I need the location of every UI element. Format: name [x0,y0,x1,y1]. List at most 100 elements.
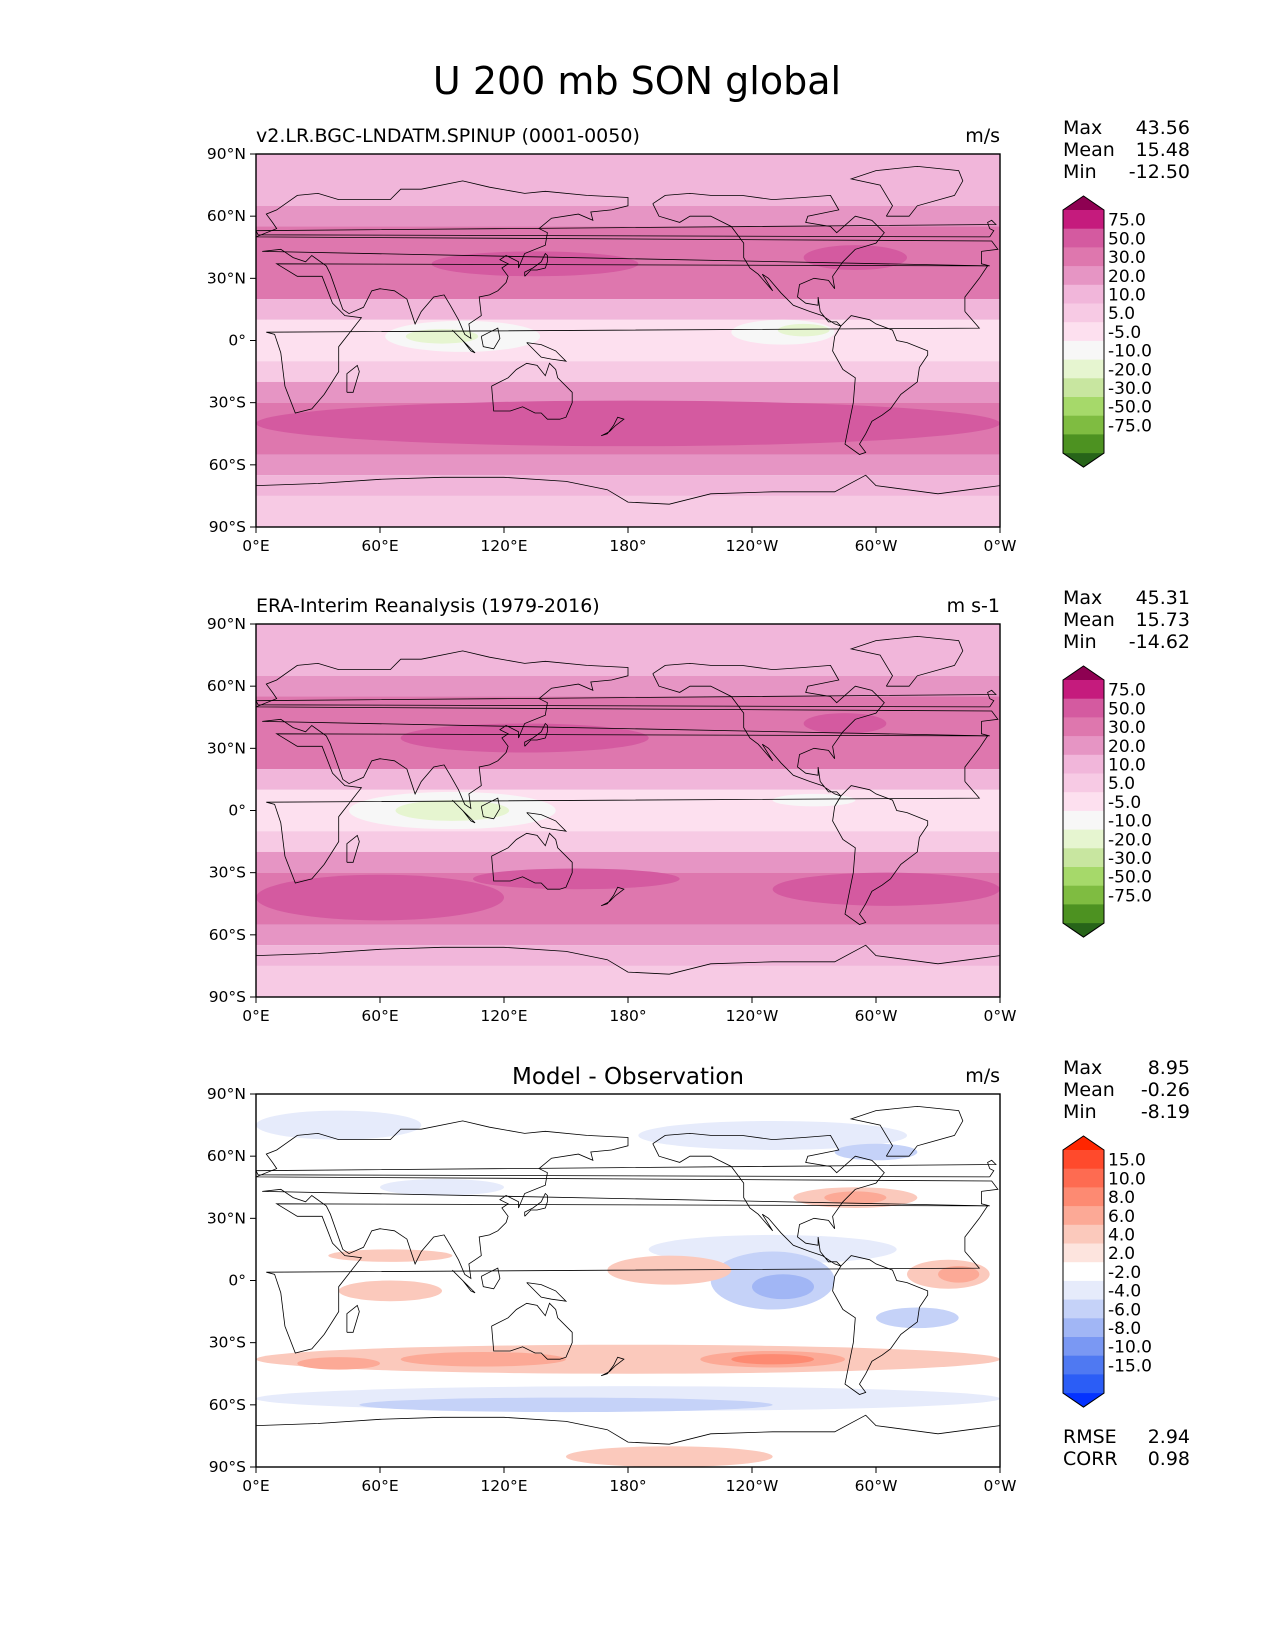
contour-region [256,1344,1000,1374]
x-tick-label: 0°W [984,1477,1017,1495]
stat-value: -0.26 [1141,1079,1190,1101]
contour-region [834,1143,918,1161]
colorbar-label: -75.0 [1108,416,1152,436]
y-tick-label: 60°N [207,677,246,695]
colorbar-label: -50.0 [1108,398,1152,418]
colorbar-label: 10.0 [1108,1169,1146,1189]
colorbar-label: -50.0 [1108,868,1152,888]
x-tick-label: 60°W [855,1477,898,1495]
colorbar-label: 50.0 [1108,229,1146,249]
panel-test: v2.LR.BGC-LNDATM.SPINUP (0001-0050) m/s 0°… [207,117,1190,555]
panel-difference: Model - Observation m/s 0°E 60°E 120°E 180° 12… [207,1057,1190,1495]
contour-band [256,475,1000,496]
x-tick-label: 120°W [726,1007,779,1025]
colorbar-segment [1063,210,1104,230]
colorbar-extend-bottom [1063,1393,1104,1408]
colorbar-segment [1063,1280,1104,1301]
coastline [526,342,568,362]
page-title: U 200 mb SON global [433,59,841,103]
contour-band [256,831,1000,852]
colorbar-outline [1062,1135,1105,1408]
coastline [832,785,929,925]
colorbar-label: 50.0 [1108,699,1146,719]
coastline [480,797,501,820]
contour-region [359,1397,773,1413]
colorbar-segment [1063,698,1104,718]
x-tick-label: 120°E [480,537,527,555]
y-tick-label: 60°S [209,456,246,474]
coastline [256,474,1000,505]
stat-value: -14.62 [1129,631,1190,653]
stat-label: Max [1063,1057,1102,1079]
y-tick-label: 30°S [209,1334,246,1352]
colorbar-segment [1063,885,1104,905]
colorbar: 15.010.08.06.04.02.0-2.0-4.0-6.0-8.0-10.… [1062,1135,1152,1408]
coastline [832,1255,929,1395]
coastline [452,1269,476,1294]
y-tick-label: 30°S [209,864,246,882]
contour-region [405,329,479,344]
colorbar-segment [1063,247,1104,267]
colorbar-segment [1063,717,1104,737]
coastline [491,1302,573,1360]
y-tick-label: 90°S [209,1458,246,1476]
y-tick-label: 60°S [209,926,246,944]
contour-region [752,1274,814,1300]
coastline [256,1414,1000,1445]
coastline [452,329,476,354]
coastline [600,416,625,437]
colorbar-outline [1062,665,1105,938]
colorbar-segment [1063,228,1104,248]
colorbar-label: -20.0 [1108,360,1152,380]
colorbar-segment [1063,680,1104,700]
coastline [256,1120,999,1280]
colorbar-segment [1063,736,1104,756]
coastline [491,362,573,420]
coastline [256,1159,997,1178]
panel-units: m/s [965,1065,1000,1087]
colorbar-segment [1063,848,1104,868]
y-tick-label: 30°N [207,269,246,287]
coastline [600,1356,625,1377]
y-tick-label: 30°N [207,739,246,757]
x-tick-label: 0°E [242,537,269,555]
coastline [524,722,548,747]
stat-label: Min [1063,1101,1097,1123]
y-tick-label: 0° [228,332,246,350]
colorbar-segment [1063,303,1104,323]
panel-left-title: v2.LR.BGC-LNDATM.SPINUP (0001-0050) [256,125,640,147]
contour-region [876,1307,959,1329]
x-tick-label: 0°W [984,537,1017,555]
colorbar-segment [1063,415,1104,435]
colorbar-label: -20.0 [1108,830,1152,850]
contour-region [380,1178,504,1196]
colorbar-label: 30.0 [1108,718,1146,738]
coastlines [256,165,1000,505]
colorbar-label: -4.0 [1108,1282,1141,1302]
colorbar-label: 20.0 [1108,737,1146,757]
colorbar-label: -15.0 [1108,1356,1152,1376]
contour-region [256,400,1000,447]
colorbar-segment [1063,773,1104,793]
colorbar-label: -30.0 [1108,849,1152,869]
y-tick-label: 0° [228,802,246,820]
y-tick-label: 90°N [207,145,246,163]
coastline [849,1105,964,1157]
stat-value: 15.48 [1136,139,1190,161]
y-tick-label: 90°S [209,518,246,536]
y-tick-label: 60°S [209,1396,246,1414]
map-field [256,154,1000,527]
stat-label: Mean [1063,1079,1115,1101]
coastline [256,650,999,810]
contour-region [938,1265,980,1283]
panel-left-title: ERA-Interim Reanalysis (1979-2016) [256,595,600,617]
y-tick-label: 60°N [207,207,246,225]
coastline [832,315,929,455]
stat-label: Min [1063,631,1097,653]
colorbar-segment [1063,754,1104,774]
coastline [652,192,885,327]
colorbar-label: -2.0 [1108,1263,1141,1283]
y-tick-label: 60°N [207,1147,246,1165]
stat-value: 0.98 [1148,1448,1190,1470]
contour-region [772,793,856,807]
